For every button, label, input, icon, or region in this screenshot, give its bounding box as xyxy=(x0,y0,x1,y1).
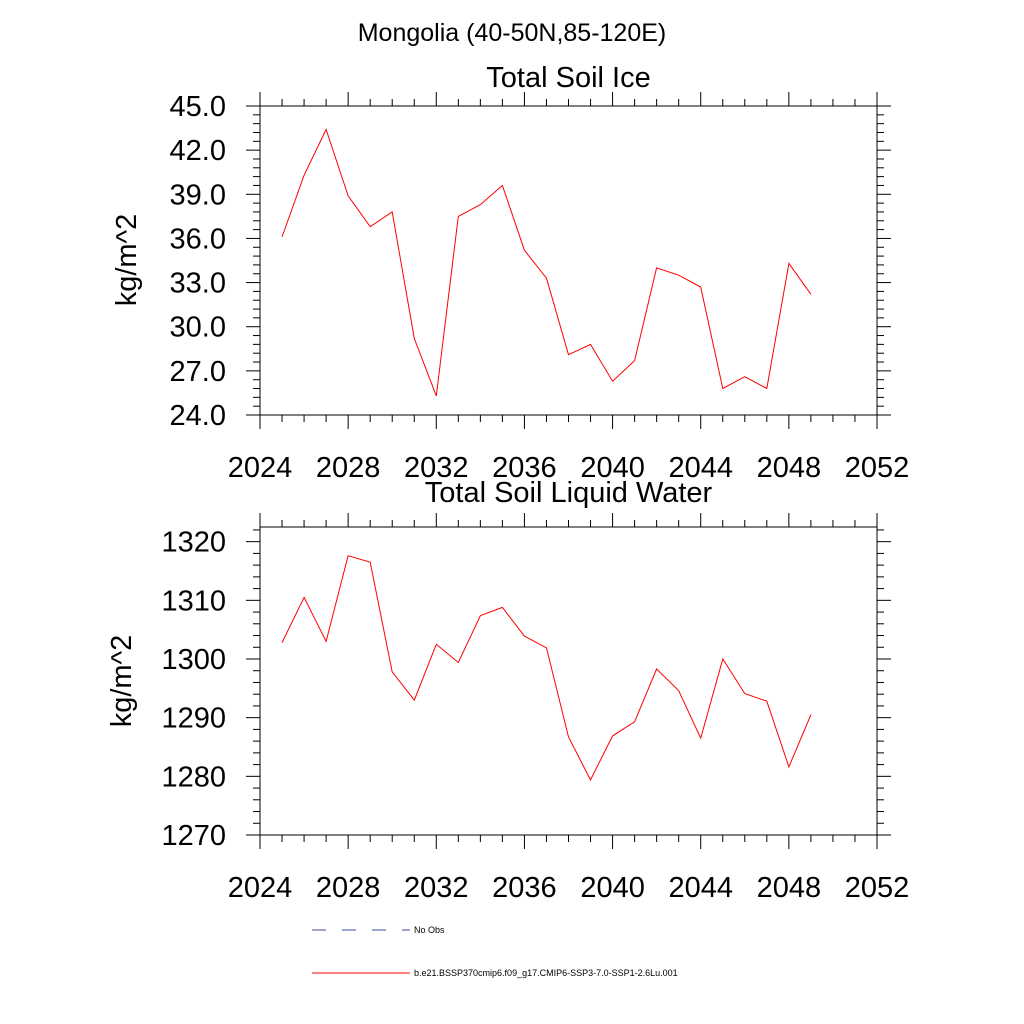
soil-liquid-water-panel: 2024 2028 2032 2036 2040 2044 2048 2052 1270 1280… xyxy=(106,477,909,904)
panel-title: Total Soil Liquid Water xyxy=(425,477,713,509)
y-axis-label: kg/m^2 xyxy=(111,214,143,307)
series-line xyxy=(281,555,812,782)
y-tick-label: 1310 xyxy=(161,585,226,617)
y-tick-label: 45.0 xyxy=(170,91,226,123)
x-tick-label: 2040 xyxy=(580,872,645,904)
x-tick-label: 2028 xyxy=(316,872,381,904)
plot-frame xyxy=(259,105,878,416)
y-tick-label: 1270 xyxy=(161,820,226,852)
y-tick-label: 36.0 xyxy=(170,223,226,255)
x-tick-label: 2052 xyxy=(845,452,910,484)
x-tick-label: 2024 xyxy=(228,872,293,904)
x-tick-label: 2044 xyxy=(668,872,733,904)
panel-title: Total Soil Ice xyxy=(486,62,650,94)
y-tick-label: 1290 xyxy=(161,703,226,735)
x-tick-label: 2036 xyxy=(492,872,557,904)
series-line xyxy=(281,128,812,397)
legend: No Obs b.e21.BSSP370cmip6.f09_g17.CMIP6-S… xyxy=(312,925,678,978)
y-tick-label: 1320 xyxy=(161,527,226,559)
legend-label: b.e21.BSSP370cmip6.f09_g17.CMIP6-SSP3-7.… xyxy=(414,968,678,978)
x-tick-label: 2052 xyxy=(845,872,910,904)
legend-label: No Obs xyxy=(414,925,445,935)
x-tick-label: 2048 xyxy=(757,872,822,904)
y-tick-label: 1300 xyxy=(161,644,226,676)
y-tick-label: 1280 xyxy=(161,761,226,793)
x-tick-label: 2032 xyxy=(404,452,469,484)
plot-frame xyxy=(259,526,878,836)
x-tick-label: 2028 xyxy=(316,452,381,484)
figure-title: Mongolia (40-50N,85-120E) xyxy=(358,19,667,47)
x-tick-label: 2032 xyxy=(404,872,469,904)
x-tick-label: 2048 xyxy=(757,452,822,484)
y-axis-label: kg/m^2 xyxy=(106,635,138,728)
y-tick-label: 33.0 xyxy=(170,268,226,300)
soil-ice-panel: 2024 2028 2032 2036 2040 2044 2048 2052 24.0 27.0… xyxy=(111,62,909,484)
y-tick-label: 39.0 xyxy=(170,179,226,211)
x-tick-label: 2040 xyxy=(580,452,645,484)
x-tick-label: 2044 xyxy=(668,452,733,484)
y-tick-label: 27.0 xyxy=(170,356,226,388)
y-tick-label: 30.0 xyxy=(170,312,226,344)
x-tick-label: 2024 xyxy=(228,452,293,484)
y-tick-label: 24.0 xyxy=(170,400,226,432)
y-tick-label: 42.0 xyxy=(170,135,226,167)
x-tick-label: 2036 xyxy=(492,452,557,484)
